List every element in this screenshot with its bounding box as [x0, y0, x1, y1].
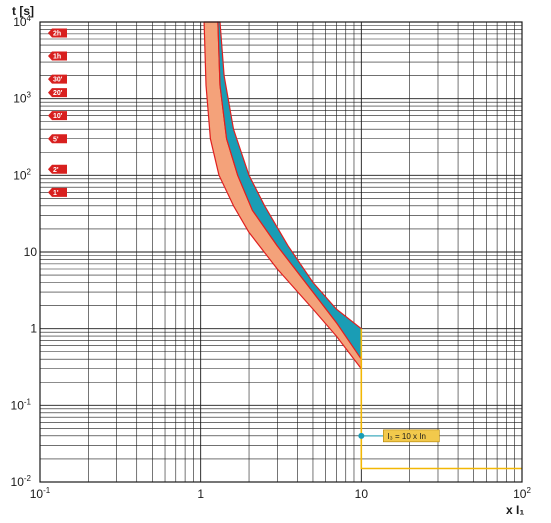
- x-tick-label: 10-1: [30, 486, 51, 501]
- flag-shape: [48, 164, 67, 174]
- time-marker-label: 30': [53, 77, 63, 84]
- time-marker-flag: 20': [48, 88, 67, 98]
- y-tick-label: 104: [13, 14, 31, 29]
- time-marker-flag: 10': [48, 111, 67, 121]
- time-marker-label: 2h: [53, 30, 61, 37]
- x-axis-title: x I₁: [506, 503, 524, 517]
- time-marker-label: 5': [53, 136, 59, 143]
- y-tick-label: 10-2: [11, 474, 32, 489]
- callout-label: I₃ = 10 x In: [387, 432, 426, 441]
- y-tick-label: 102: [13, 167, 31, 182]
- y-tick-label: 10: [24, 245, 38, 259]
- x-tick-label: 10: [355, 487, 369, 501]
- x-tick-label: 102: [513, 486, 531, 501]
- flag-shape: [48, 51, 67, 61]
- plot-frame: [39, 21, 523, 483]
- time-marker-label: 20': [53, 90, 63, 97]
- tripping-bands: [203, 21, 362, 400]
- grid: [39, 22, 522, 483]
- flag-shape: [48, 74, 67, 84]
- x-tick-labels: 10-1 1 10 102: [30, 486, 532, 501]
- time-marker-flag: 1': [48, 187, 67, 197]
- time-marker-label: 2': [53, 167, 59, 174]
- tripping-band-1: [203, 21, 362, 400]
- y-axis-title: t [s]: [12, 4, 34, 18]
- y-tick-label: 10-1: [11, 397, 32, 412]
- x-tick-label: 1: [197, 487, 204, 501]
- time-marker-flag: 2h: [48, 28, 67, 38]
- y-tick-label: 103: [13, 91, 31, 106]
- time-marker-flag: 5': [48, 134, 67, 144]
- flag-shape: [48, 111, 67, 121]
- time-markers: 2h 1h 30' 20' 10' 5' 2' 1': [48, 28, 67, 197]
- limit-line: [360, 328, 522, 470]
- time-marker-flag: 1h: [48, 51, 67, 61]
- callout-dot: [358, 432, 365, 439]
- callout: I₃ = 10 x In: [358, 429, 440, 443]
- time-marker-label: 1': [53, 190, 59, 197]
- time-marker-flag: 2': [48, 164, 67, 174]
- flag-shape: [48, 28, 67, 38]
- time-marker-label: 10': [53, 113, 63, 120]
- y-tick-label: 1: [30, 322, 37, 336]
- flag-shape: [48, 187, 67, 197]
- flag-shape: [48, 88, 67, 98]
- instantaneous-limit-line: [360, 328, 522, 470]
- time-marker-flag: 30': [48, 74, 67, 84]
- time-marker-label: 1h: [53, 54, 61, 61]
- plot-border: [39, 21, 523, 483]
- callout-box: [383, 429, 440, 443]
- flag-shape: [48, 134, 67, 144]
